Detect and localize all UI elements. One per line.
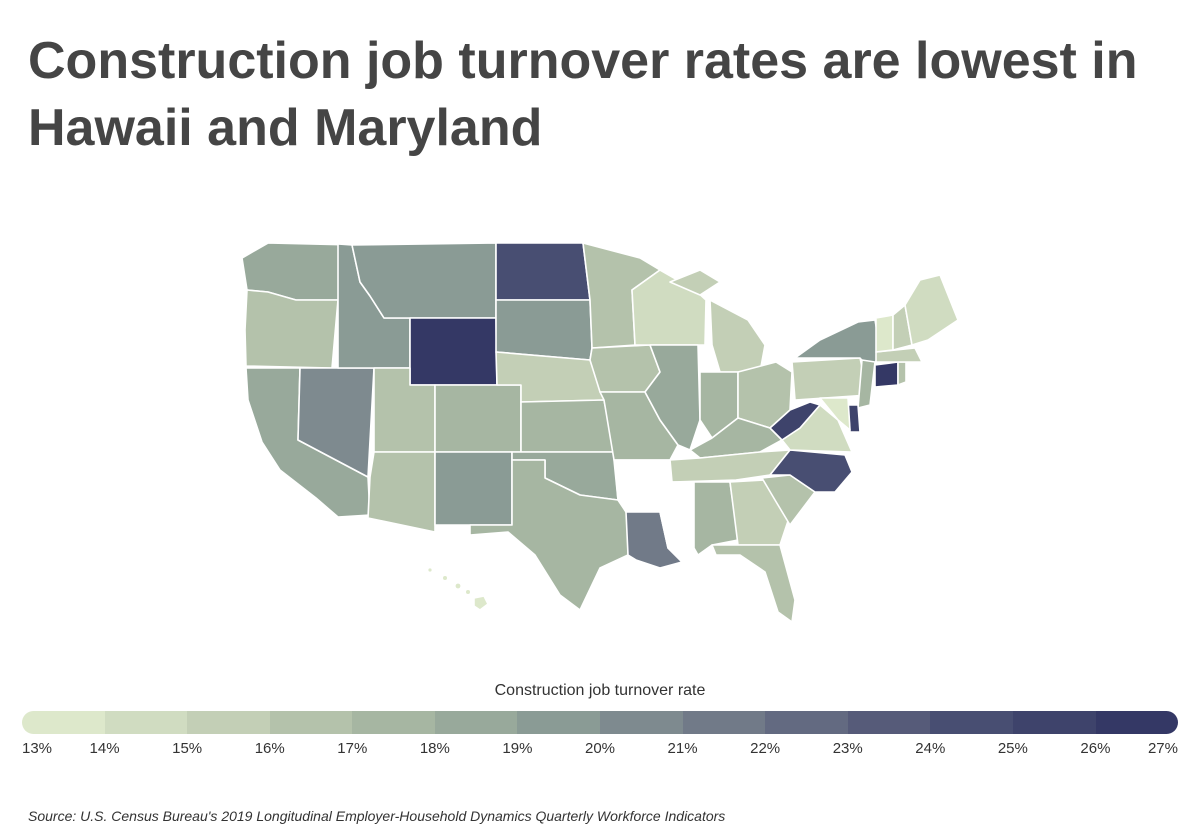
state-wi[interactable] — [631, 269, 707, 346]
state-ms[interactable] — [659, 481, 695, 549]
legend-tick-label: 16% — [254, 740, 285, 757]
state-nh[interactable] — [892, 304, 913, 351]
state-me[interactable] — [904, 274, 959, 346]
legend-segment — [600, 711, 683, 734]
legend-tick-label: 24% — [915, 740, 946, 757]
state-nv[interactable] — [297, 367, 375, 478]
state-mn[interactable] — [582, 242, 661, 349]
state-ar[interactable] — [613, 459, 671, 513]
legend-title: Construction job turnover rate — [494, 682, 706, 699]
legend-tick-label: 22% — [750, 740, 781, 757]
legend-segment — [104, 711, 188, 734]
legend-segment — [1095, 711, 1178, 734]
legend-segment — [22, 711, 105, 734]
state-ma[interactable] — [875, 347, 923, 363]
legend-tick-label: 19% — [502, 740, 533, 757]
state-ut[interactable] — [373, 367, 436, 453]
page-title: Construction job turnover rates are lowe… — [28, 32, 1138, 157]
state-sd[interactable] — [495, 299, 593, 361]
state-pa[interactable] — [791, 357, 869, 401]
state-nm[interactable] — [434, 451, 513, 526]
state-ky[interactable] — [689, 417, 783, 459]
legend-tick-label: 23% — [832, 740, 863, 757]
legend-segment — [269, 711, 353, 734]
legend-segment — [434, 711, 518, 734]
state-ks[interactable] — [520, 399, 615, 453]
state-co[interactable] — [434, 384, 522, 453]
state-ca[interactable] — [245, 367, 371, 518]
state-wv[interactable] — [769, 401, 821, 441]
state-sc[interactable] — [761, 474, 816, 526]
state-ok[interactable] — [511, 451, 619, 501]
state-de[interactable] — [847, 404, 861, 433]
legend-tick-label: 15% — [172, 740, 203, 757]
state-wy[interactable] — [409, 317, 498, 386]
state-ne[interactable] — [495, 351, 605, 403]
state-nj[interactable] — [857, 359, 876, 409]
state-md[interactable] — [819, 397, 851, 431]
state-wa[interactable] — [241, 242, 353, 301]
legend-segment — [1012, 711, 1096, 734]
state-mi[interactable] — [669, 269, 766, 373]
legend-tick-label: 26% — [1080, 740, 1111, 757]
legend-tick-label: 13% — [22, 740, 53, 757]
state-mo[interactable] — [599, 391, 679, 461]
state-in[interactable] — [699, 371, 739, 439]
state-ny[interactable] — [794, 319, 881, 373]
state-oh[interactable] — [737, 361, 793, 429]
legend-tick-label: 20% — [584, 740, 616, 757]
state-vt[interactable] — [875, 314, 894, 353]
legend-tick-label: 21% — [667, 740, 698, 757]
state-il[interactable] — [644, 344, 701, 451]
legend-segment — [352, 711, 435, 734]
state-tn[interactable] — [669, 449, 791, 483]
state-mt[interactable] — [351, 242, 497, 319]
state-la[interactable] — [625, 511, 683, 569]
hawaii-islands — [428, 568, 489, 611]
legend-color-scale — [22, 711, 1178, 734]
state-ga[interactable] — [729, 479, 791, 546]
legend-tick-label: 17% — [337, 740, 368, 757]
state-az[interactable] — [367, 451, 436, 533]
legend-tick-label: 27% — [1147, 740, 1178, 757]
state-fl[interactable] — [711, 544, 796, 623]
legend-tick-label: 14% — [89, 740, 120, 757]
legend-ticks: 13% 14% 15% 16% 17% 18% 19% 20% 21% 22% 23% 24% 25% 2… — [22, 740, 1178, 760]
legend-segment — [765, 711, 848, 734]
legend-tick-label: 25% — [997, 740, 1028, 757]
state-hi[interactable] — [473, 595, 489, 611]
state-ri[interactable] — [897, 361, 907, 386]
legend-segment — [517, 711, 601, 734]
legend-segment — [187, 711, 270, 734]
source-note: Source: U.S. Census Bureau's 2019 Longit… — [28, 808, 726, 824]
state-va[interactable] — [781, 404, 853, 453]
state-tx[interactable] — [469, 459, 629, 611]
legend-segment — [847, 711, 931, 734]
state-id[interactable] — [337, 243, 411, 369]
legend-segment — [682, 711, 766, 734]
state-ia[interactable] — [589, 344, 661, 393]
legend-tick-label: 18% — [419, 740, 450, 757]
state-nd[interactable] — [495, 242, 591, 301]
legend-segment — [930, 711, 1013, 734]
state-ct[interactable] — [874, 361, 899, 388]
state-nc[interactable] — [769, 449, 853, 493]
state-or[interactable] — [244, 289, 339, 369]
state-al[interactable] — [693, 481, 739, 556]
